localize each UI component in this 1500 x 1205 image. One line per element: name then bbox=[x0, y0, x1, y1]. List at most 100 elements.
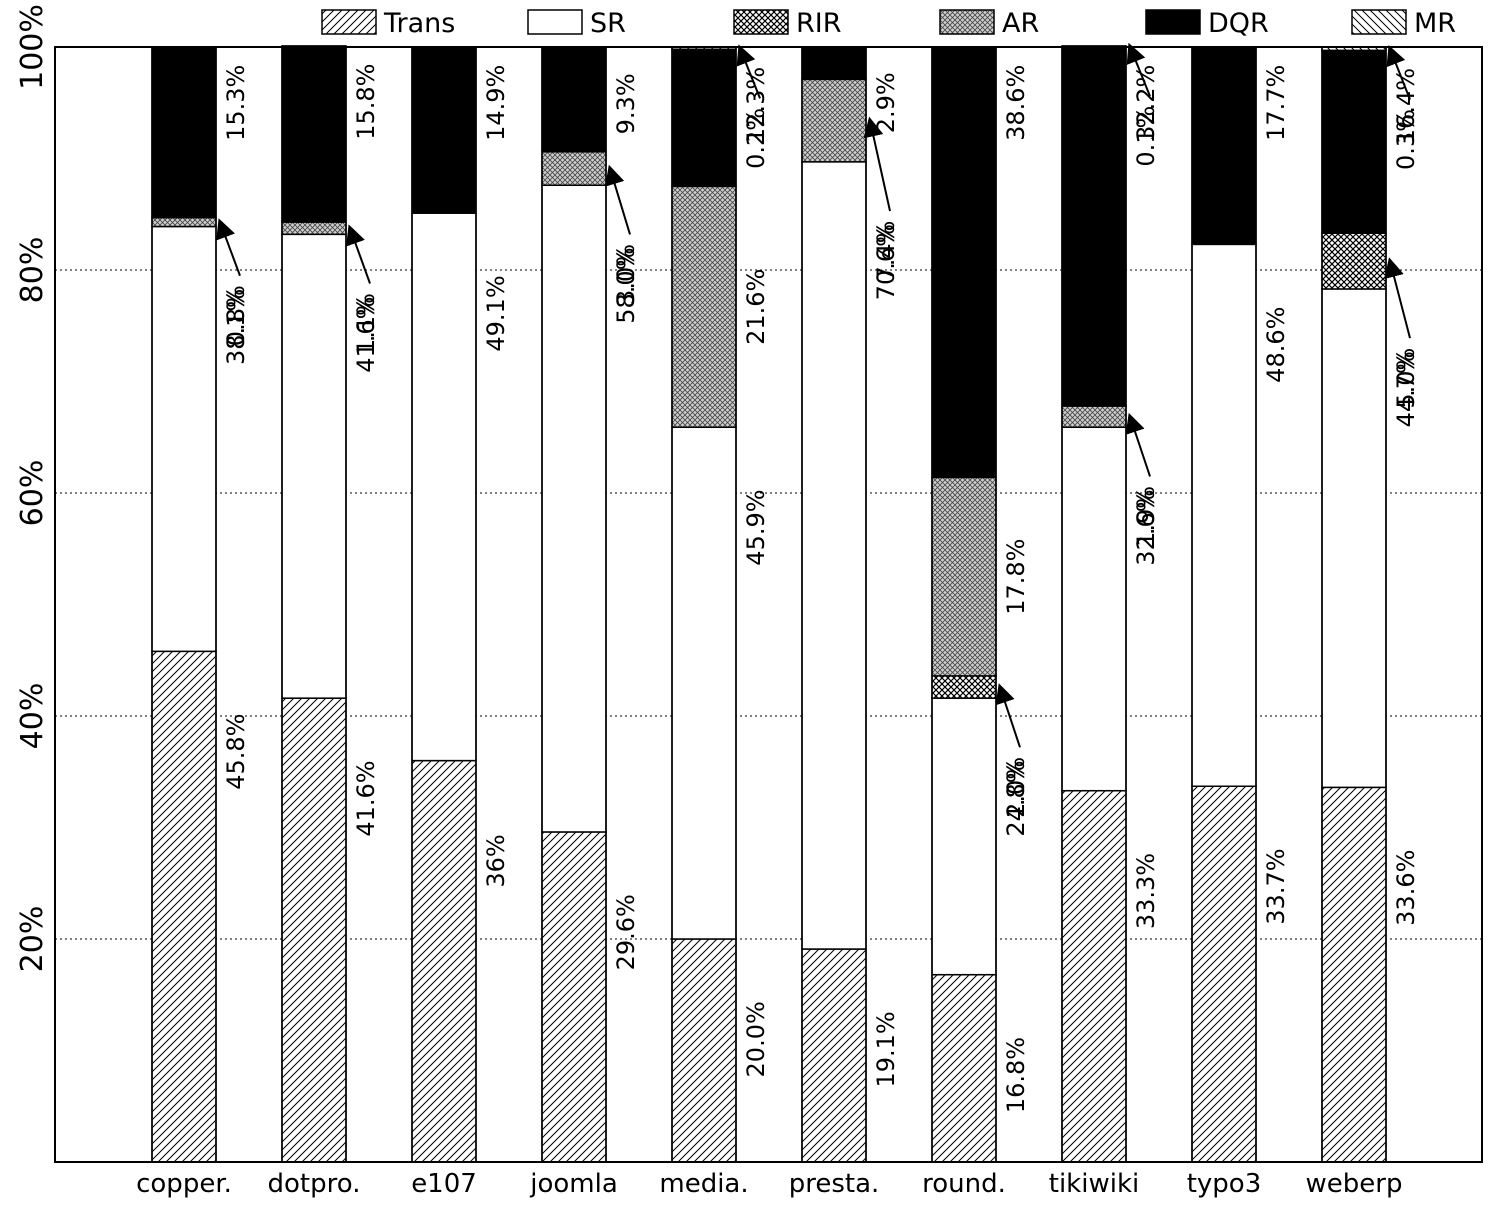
legend-swatch-rir bbox=[733, 9, 789, 35]
y-tick-label: 40% bbox=[15, 683, 50, 750]
annotation-arrow bbox=[605, 164, 631, 235]
y-tick-label: 20% bbox=[15, 906, 50, 973]
bar-segment-dqr bbox=[801, 46, 867, 81]
data-label: 3.0% bbox=[612, 244, 640, 305]
data-label: 9.3% bbox=[612, 73, 640, 134]
annotation-arrow bbox=[1126, 42, 1151, 97]
bar-segment-sr bbox=[1321, 288, 1387, 789]
x-tick-label: tikiwiki bbox=[1049, 1169, 1139, 1199]
annotation-arrow bbox=[1386, 44, 1411, 100]
y-tick-label: 100% bbox=[15, 4, 50, 90]
x-tick-label: round. bbox=[922, 1169, 1006, 1199]
data-label: 0.1% bbox=[1132, 106, 1160, 167]
data-label: 12.3% bbox=[742, 67, 770, 143]
bar-segment-trans bbox=[281, 697, 347, 1163]
data-label: 45.9% bbox=[742, 489, 770, 565]
annotation-arrow bbox=[736, 44, 761, 99]
legend-swatch-trans bbox=[321, 9, 377, 35]
bar-stacks bbox=[151, 45, 1387, 1163]
data-label: 17.7% bbox=[1262, 65, 1290, 141]
x-tick-label: media. bbox=[659, 1169, 748, 1199]
data-label: 33.7% bbox=[1262, 848, 1290, 924]
bar-segment-trans bbox=[1321, 786, 1387, 1163]
data-label: 19.1% bbox=[872, 1011, 900, 1087]
data-label: 24.8% bbox=[1002, 760, 1030, 836]
annotation-arrow bbox=[216, 218, 241, 277]
bar-segment-trans bbox=[1191, 785, 1257, 1163]
annotation-arrow bbox=[346, 224, 371, 284]
x-tick-label: typo3 bbox=[1187, 1169, 1262, 1199]
bar-segment-sr bbox=[411, 212, 477, 762]
data-label: 7.4% bbox=[872, 221, 900, 282]
bar-segment-sr bbox=[541, 184, 607, 833]
legend-label-mr: MR bbox=[1414, 8, 1456, 39]
bar-segment-trans bbox=[1061, 789, 1127, 1163]
annotation-arrow bbox=[995, 683, 1021, 748]
y-tick-label: 60% bbox=[15, 460, 50, 527]
legend-swatch-mr bbox=[1351, 9, 1407, 35]
legend-label-rir: RIR bbox=[796, 8, 841, 39]
annotation-arrow bbox=[863, 116, 891, 212]
axes: 20% 40% 60% 80% 100% copper. dotpro. e107 joomla… bbox=[15, 4, 1483, 1199]
data-label: 16.4% bbox=[1392, 68, 1420, 144]
data-label: 38.6% bbox=[1002, 65, 1030, 141]
legend-label-dqr: DQR bbox=[1208, 8, 1269, 39]
bar-segment-dqr bbox=[281, 45, 347, 223]
data-label: 0.3% bbox=[1392, 109, 1420, 170]
data-label: 17.8% bbox=[1002, 539, 1030, 615]
bar-segment-ar bbox=[931, 476, 997, 677]
bar-segment-rir bbox=[1321, 232, 1387, 290]
bar-segment-trans bbox=[671, 938, 737, 1163]
data-label: 48.6% bbox=[1262, 307, 1290, 383]
x-tick-label: e107 bbox=[411, 1169, 477, 1199]
x-tick-label: joomla bbox=[529, 1169, 618, 1199]
annotation-arrow bbox=[1125, 412, 1151, 477]
bar-segment-sr bbox=[151, 225, 217, 653]
annotation-arrow bbox=[1384, 257, 1411, 339]
data-label: 2.0% bbox=[1002, 757, 1030, 818]
data-label: 58.0% bbox=[612, 247, 640, 323]
bar-segment-sr bbox=[1061, 426, 1127, 792]
bar-segment-ar bbox=[281, 221, 347, 236]
data-label: 2.9% bbox=[872, 72, 900, 133]
x-tick-label: presta. bbox=[789, 1169, 880, 1199]
plot-frame bbox=[54, 46, 1483, 1163]
bar-segment-dqr bbox=[1191, 46, 1257, 246]
data-label: 16.8% bbox=[1002, 1037, 1030, 1113]
bar-segment-sr bbox=[801, 161, 867, 950]
data-label: 1.1% bbox=[352, 293, 380, 354]
bar-segment-dqr bbox=[1061, 46, 1127, 407]
bar-segment-ar bbox=[671, 185, 737, 428]
data-label: 49.1% bbox=[482, 275, 510, 351]
data-label: 15.3% bbox=[222, 65, 250, 141]
data-label: 29.6% bbox=[612, 894, 640, 970]
bar-segment-dqr bbox=[1321, 49, 1387, 234]
bar-segment-trans bbox=[151, 650, 217, 1163]
bar-segment-dqr bbox=[151, 46, 217, 219]
legend: Trans SR RIR AR DQR MR bbox=[321, 8, 1456, 39]
bar-segment-sr bbox=[931, 697, 997, 976]
legend-swatch-sr bbox=[527, 9, 583, 35]
data-label: 5.0% bbox=[1392, 348, 1420, 409]
legend-swatch-ar bbox=[939, 9, 995, 35]
data-label: 21.6% bbox=[742, 269, 770, 345]
bar-segment-ar bbox=[541, 151, 607, 187]
data-label: 70.6% bbox=[872, 224, 900, 300]
data-label: 14.9% bbox=[482, 65, 510, 141]
data-label: 20.0% bbox=[742, 1001, 770, 1077]
bar-segment-trans bbox=[411, 759, 477, 1163]
data-label: 45.8% bbox=[222, 714, 250, 790]
x-tick-label: weberp bbox=[1306, 1169, 1403, 1199]
data-label: 36% bbox=[482, 834, 510, 887]
bar-segment-rir bbox=[931, 675, 997, 699]
data-label: 33.6% bbox=[1392, 850, 1420, 926]
bar-segment-ar bbox=[151, 216, 217, 228]
data-label: 1.9% bbox=[1132, 486, 1160, 547]
bar-segment-trans bbox=[931, 973, 997, 1163]
data-label: 0.8% bbox=[222, 285, 250, 346]
x-tick-label: dotpro. bbox=[268, 1169, 361, 1199]
bar-segment-ar bbox=[801, 78, 867, 163]
bar-segment-ar bbox=[1061, 405, 1127, 428]
